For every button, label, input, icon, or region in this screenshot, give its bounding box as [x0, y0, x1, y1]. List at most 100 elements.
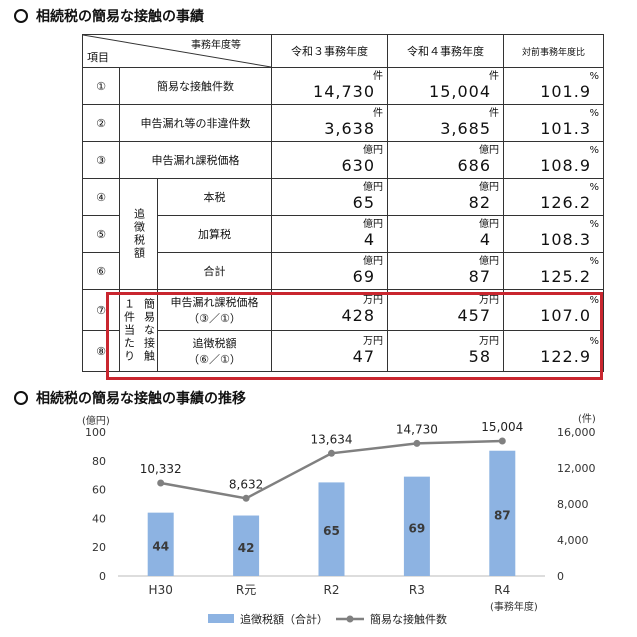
results-table: 事務年度等 項目 令和３事務年度 令和４事務年度 対前事務年度比 ① 簡易な接触…	[82, 34, 604, 372]
y-right-axis-label: (件)	[578, 413, 596, 425]
y-right-tick-label: 0	[557, 570, 564, 583]
y-left-axis-label: (億円)	[82, 414, 110, 427]
value-ratio: 107.0	[540, 306, 591, 325]
value-ratio: 101.9	[540, 82, 591, 101]
unit-label: 件	[489, 71, 499, 82]
y-left-tick-label: 40	[92, 512, 106, 525]
unit-label: %	[589, 295, 599, 306]
x-tick-label: R元	[236, 583, 256, 597]
table-row: ④ 追徴税額 本税 億円 65 億円 82 % 126.2	[82, 178, 604, 290]
bar	[318, 482, 345, 576]
x-tick-label: R3	[409, 583, 425, 597]
value-r3: 69	[352, 267, 375, 286]
group-tsuicho-label: 追徴税額	[132, 208, 146, 260]
row-label: 申告漏れ等の非違件数	[119, 104, 272, 142]
table-row: ⑤ 加算税 億円 4 億円 4 % 108.3	[82, 215, 604, 253]
table-row: ⑥ 合計 億円 69 億円 87 % 125.2	[82, 252, 604, 290]
circle-bullet-icon	[14, 391, 28, 405]
value-r4: 4	[479, 230, 491, 249]
value-r3: 630	[341, 156, 375, 175]
unit-label: 億円	[479, 256, 499, 267]
legend-line-marker	[346, 615, 354, 623]
unit-label: 億円	[363, 145, 383, 156]
bar-value-label: 65	[323, 524, 340, 538]
section1-title: 相続税の簡易な接触の事績	[36, 9, 204, 25]
col-header-r3: 令和３事務年度	[271, 34, 388, 68]
value-r3: 3,638	[324, 119, 375, 138]
y-right-tick-label: 12,000	[557, 462, 596, 475]
row-number: ⑤	[82, 215, 120, 253]
row-label: 本税	[157, 178, 272, 216]
table-row: ⑧ 追徴税額 （⑥／①） 万円 47 万円 58 % 122.9	[82, 330, 604, 372]
unit-label: 件	[489, 108, 499, 119]
section1-heading: 相続税の簡易な接触の事績	[14, 6, 204, 26]
group-1ken-label-a: １件当たり	[122, 298, 136, 363]
line-point	[157, 479, 165, 487]
unit-label: 万円	[363, 295, 383, 306]
group-1ken-label-b: 簡易な接触	[142, 298, 156, 363]
line-value-label: 8,632	[229, 477, 263, 491]
bar	[233, 515, 260, 576]
section2-heading: 相続税の簡易な接触の事績の推移	[14, 388, 246, 408]
unit-label: 億円	[479, 182, 499, 193]
value-r4: 82	[468, 193, 491, 212]
x-axis-label: (事務年度)	[490, 600, 538, 613]
row-sublabel: （⑥／①）	[188, 353, 241, 366]
row-label: 合計	[157, 252, 272, 290]
value-r4: 686	[457, 156, 491, 175]
row-sublabel: （③／①）	[188, 312, 241, 325]
combo-chart: 020406080100(億円)04,0008,00012,00016,000(…	[82, 413, 596, 626]
bar-value-label: 42	[238, 541, 255, 555]
bar-value-label: 44	[152, 539, 169, 553]
line-point	[498, 437, 506, 445]
line-point	[328, 449, 335, 457]
value-ratio: 122.9	[540, 347, 591, 366]
section2-title: 相続税の簡易な接触の事績の推移	[36, 391, 246, 407]
header-item-label: 項目	[87, 51, 109, 64]
line-point	[242, 494, 250, 502]
unit-label: %	[589, 182, 599, 193]
y-left-tick-label: 60	[92, 484, 106, 497]
x-tick-label: R4	[494, 583, 510, 597]
unit-label: 億円	[363, 256, 383, 267]
unit-label: %	[589, 145, 599, 156]
x-tick-label: R2	[324, 583, 340, 597]
line-value-label: 10,332	[140, 462, 182, 476]
x-tick-label: H30	[149, 583, 173, 597]
value-r4: 3,685	[440, 119, 491, 138]
col-header-ratio: 対前事務年度比	[503, 34, 604, 68]
unit-label: %	[589, 71, 599, 82]
unit-label: %	[589, 336, 599, 347]
line-value-label: 15,004	[481, 420, 523, 434]
row-number: ⑧	[82, 330, 120, 372]
unit-label: 万円	[479, 295, 499, 306]
line-point	[413, 439, 421, 447]
bar-value-label: 87	[494, 508, 511, 522]
table-row: ② 申告漏れ等の非違件数 件 3,638 件 3,685 % 101.3	[82, 104, 604, 142]
header-item-cell: 事務年度等 項目	[82, 34, 272, 68]
legend-line-label: 簡易な接触件数	[370, 612, 447, 626]
value-r4: 457	[457, 306, 491, 325]
value-ratio: 108.3	[540, 230, 591, 249]
unit-label: 億円	[363, 219, 383, 230]
value-r3: 4	[363, 230, 375, 249]
circle-bullet-icon	[14, 9, 28, 23]
row-label: 申告漏れ課税価格	[170, 296, 259, 309]
value-ratio: 125.2	[540, 267, 591, 286]
legend-bar-label: 追徴税額（合計）	[240, 612, 328, 626]
y-left-tick-label: 80	[92, 455, 106, 468]
legend-bar-swatch	[208, 614, 234, 623]
value-r3: 65	[352, 193, 375, 212]
row-label: 追徴税額	[192, 337, 237, 350]
row-number: ③	[82, 141, 120, 179]
value-r3: 14,730	[313, 82, 375, 101]
unit-label: 万円	[363, 336, 383, 347]
unit-label: 億円	[479, 219, 499, 230]
unit-label: 億円	[479, 145, 499, 156]
unit-label: 万円	[479, 336, 499, 347]
unit-label: %	[589, 219, 599, 230]
value-ratio: 101.3	[540, 119, 591, 138]
row-number: ⑥	[82, 252, 120, 290]
value-r3: 47	[352, 347, 375, 366]
y-right-tick-label: 8,000	[557, 498, 589, 511]
